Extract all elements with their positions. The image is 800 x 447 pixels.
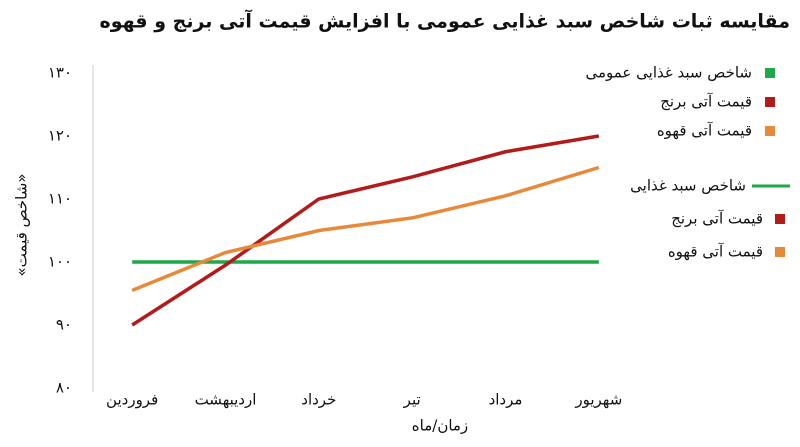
legend-label: قیمت آتی برنج: [671, 210, 763, 228]
chart-title: مقایسه ثبات شاخص سبد غذایی عمومی با افزا…: [99, 9, 790, 33]
x-axis-label: زمان/ماه: [412, 417, 468, 435]
x-tick-label: مرداد: [489, 391, 523, 409]
x-tick-label: تیر: [403, 391, 421, 409]
y-tick-label: ۱۰۰: [48, 253, 72, 271]
y-tick-label: ۱۳۰: [48, 64, 72, 82]
y-tick-label: ۸۰: [56, 379, 72, 397]
legend-label: قیمت آتی قهوه: [657, 122, 752, 140]
legend-label: قیمت آتی قهوه: [668, 243, 763, 261]
series-line: [131, 134, 600, 327]
series-line: [131, 165, 600, 292]
legend-label: قیمت آتی برنج: [660, 93, 752, 111]
x-tick-label: فروردین: [106, 391, 158, 409]
y-axis-label: «شاخص قیمت»: [13, 173, 31, 276]
legend-swatch: [765, 68, 775, 78]
x-tick-label: شهریور: [574, 391, 622, 409]
x-tick-label: خرداد: [301, 391, 336, 409]
legend-label: شاخص سبد غذایی: [630, 177, 746, 195]
legend-label: شاخص سبد غذایی عمومی: [585, 64, 752, 82]
y-tick-label: ۱۲۰: [48, 127, 72, 145]
y-tick-label: ۱۱۰: [48, 190, 72, 208]
legend-swatch: [775, 247, 785, 257]
y-tick-label: ۹۰: [56, 316, 72, 334]
legend-swatch: [765, 126, 775, 136]
x-tick-label: اردیبهشت: [195, 391, 257, 409]
legend-swatch: [765, 97, 775, 107]
legend-swatch: [775, 214, 785, 224]
